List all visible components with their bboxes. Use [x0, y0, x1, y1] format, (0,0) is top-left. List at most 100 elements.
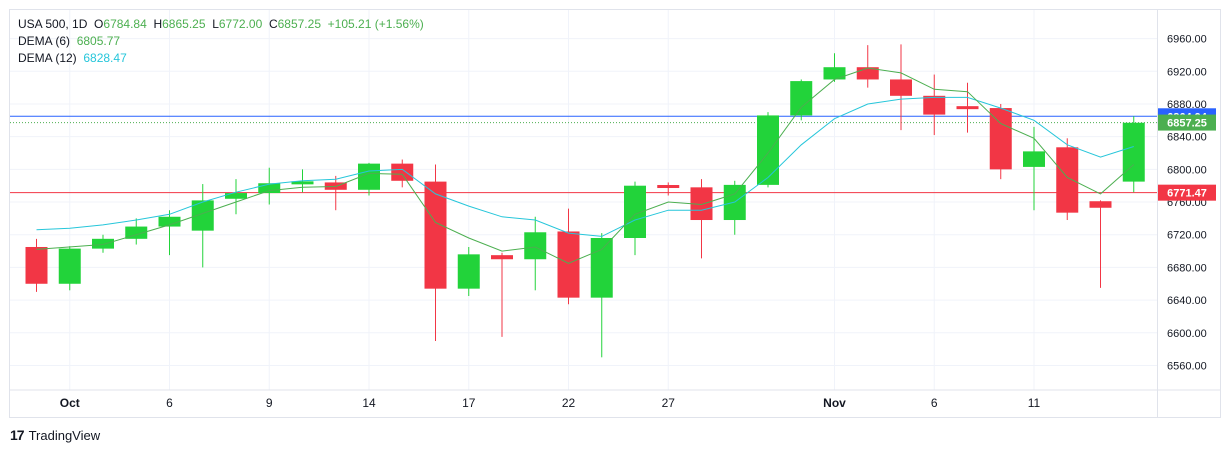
- tradingview-brand[interactable]: 17 TradingView: [10, 427, 100, 443]
- candle-down[interactable]: [956, 82, 979, 133]
- candle-down[interactable]: [856, 45, 879, 88]
- x-tick-label: Oct: [60, 396, 80, 410]
- candle-body: [92, 238, 114, 249]
- candle-up[interactable]: [258, 167, 281, 205]
- x-tick-label: 6: [166, 396, 173, 410]
- x-tick-label: Nov: [823, 396, 846, 410]
- close-value: 6857.25: [277, 17, 321, 31]
- candle-body: [1122, 122, 1145, 182]
- dema12-value: 6828.47: [83, 51, 127, 65]
- x-tick-label: 9: [266, 396, 273, 410]
- candle-up[interactable]: [1023, 126, 1045, 211]
- price-tag-label: 6857.25: [1167, 118, 1207, 130]
- candle-body: [624, 185, 646, 238]
- candle-up[interactable]: [823, 53, 846, 82]
- candle-body: [258, 183, 281, 194]
- candle-body: [923, 95, 946, 115]
- y-tick-label: 6880.00: [1167, 99, 1207, 111]
- y-tick-label: 6960.00: [1167, 34, 1207, 46]
- tradingview-logo-icon: 17: [10, 427, 25, 443]
- candle-down[interactable]: [1056, 138, 1079, 221]
- candle-up[interactable]: [1122, 116, 1145, 193]
- candle-up[interactable]: [723, 180, 746, 235]
- candle-body: [956, 106, 979, 110]
- dema12-line[interactable]: [36, 96, 1134, 237]
- candle-body: [125, 226, 148, 239]
- dema12-row[interactable]: DEMA (12) 6828.47: [18, 50, 424, 67]
- candle-down[interactable]: [890, 44, 912, 131]
- candle-body: [391, 163, 414, 181]
- dema6-row[interactable]: DEMA (6) 6805.77: [18, 33, 424, 50]
- candle-up[interactable]: [757, 112, 779, 188]
- dema12-label: DEMA (12): [18, 51, 77, 65]
- candle-body: [790, 81, 813, 116]
- candle-body: [25, 246, 48, 284]
- price-tag-bg: [1158, 114, 1216, 131]
- candle-up[interactable]: [590, 233, 613, 358]
- candle-up[interactable]: [624, 181, 646, 256]
- candle-body: [823, 67, 846, 80]
- candles: [25, 44, 1145, 358]
- candle-down[interactable]: [1089, 200, 1112, 288]
- legend: USA 500, 1D O6784.84 H6865.25 L6772.00 C…: [18, 16, 424, 67]
- dema6-line[interactable]: [36, 67, 1135, 264]
- candle-body: [1089, 201, 1112, 208]
- candle-down[interactable]: [557, 208, 580, 305]
- candle-body: [890, 79, 912, 96]
- y-tick-label: 6640.00: [1167, 295, 1207, 307]
- candle-down[interactable]: [25, 238, 48, 292]
- candle-down[interactable]: [690, 179, 713, 259]
- change-value: +105.21 (+1.56%): [327, 17, 424, 31]
- y-tick-label: 6680.00: [1167, 262, 1207, 274]
- candle-body: [657, 185, 680, 189]
- candle-body: [491, 255, 513, 260]
- candle-up[interactable]: [225, 179, 247, 215]
- candle-up[interactable]: [191, 184, 214, 268]
- candle-up[interactable]: [457, 246, 480, 297]
- candle-up[interactable]: [790, 79, 813, 121]
- x-tick-label: 11: [1028, 396, 1041, 410]
- candle-body: [191, 200, 214, 231]
- symbol-label[interactable]: USA 500, 1D: [18, 17, 88, 31]
- candle-up[interactable]: [358, 162, 380, 196]
- y-tick-label: 6720.00: [1167, 230, 1207, 242]
- candle-up[interactable]: [92, 234, 114, 253]
- candle-body: [757, 115, 779, 185]
- dema6-value: 6805.77: [76, 34, 121, 48]
- candle-down[interactable]: [424, 164, 447, 341]
- candle-body: [590, 238, 613, 298]
- candle-body: [358, 163, 380, 190]
- candle-up[interactable]: [524, 216, 547, 291]
- x-tick-label: 17: [462, 396, 476, 410]
- candle-body: [457, 254, 480, 289]
- dema6-label: DEMA (6): [18, 34, 71, 48]
- candle-body: [1056, 147, 1079, 213]
- x-tick-label: 6: [931, 396, 938, 410]
- candle-body: [58, 248, 81, 284]
- candle-down[interactable]: [391, 159, 414, 188]
- candle-up[interactable]: [58, 246, 81, 291]
- candle-down[interactable]: [491, 252, 513, 337]
- candle-down[interactable]: [657, 182, 680, 196]
- axes: [9, 9, 1221, 418]
- y-tick-label: 6560.00: [1167, 360, 1207, 372]
- close-label: C: [268, 17, 278, 31]
- x-tick-label: 27: [662, 396, 676, 410]
- tradingview-name: TradingView: [28, 427, 101, 443]
- candle-body: [225, 193, 247, 199]
- candle-body: [557, 231, 580, 298]
- candle-body: [158, 216, 181, 227]
- candle-down[interactable]: [989, 103, 1012, 180]
- y-tick-label: 6600.00: [1167, 328, 1207, 340]
- y-tick-label: 6840.00: [1167, 132, 1207, 144]
- open-label: O: [94, 17, 104, 31]
- green-price-line-tag: 6857.25: [1158, 114, 1216, 131]
- candle-up[interactable]: [158, 210, 181, 256]
- candle-up[interactable]: [125, 218, 148, 245]
- ohlc-row: USA 500, 1D O6784.84 H6865.25 L6772.00 C…: [18, 16, 424, 33]
- candle-body: [524, 232, 547, 260]
- candle-down[interactable]: [923, 74, 946, 136]
- y-tick-label: 6800.00: [1167, 164, 1207, 176]
